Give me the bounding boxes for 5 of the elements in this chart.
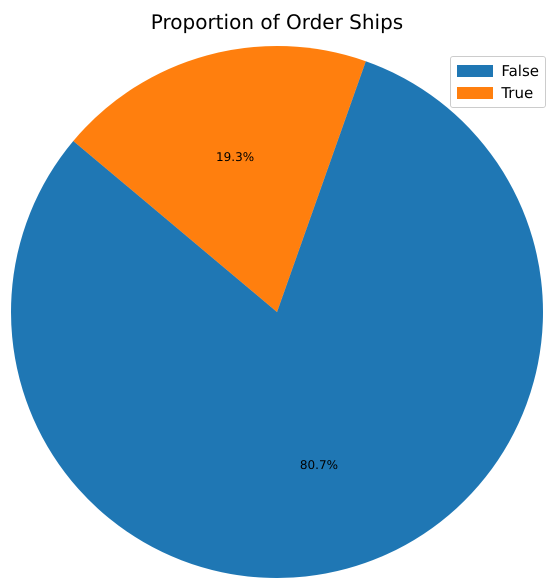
data-label: 80.7% xyxy=(300,458,338,472)
legend-label: True xyxy=(501,83,534,104)
data-label: 19.3% xyxy=(216,150,254,164)
legend-label: False xyxy=(501,61,539,82)
chart-title: Proportion of Order Ships xyxy=(150,10,404,34)
